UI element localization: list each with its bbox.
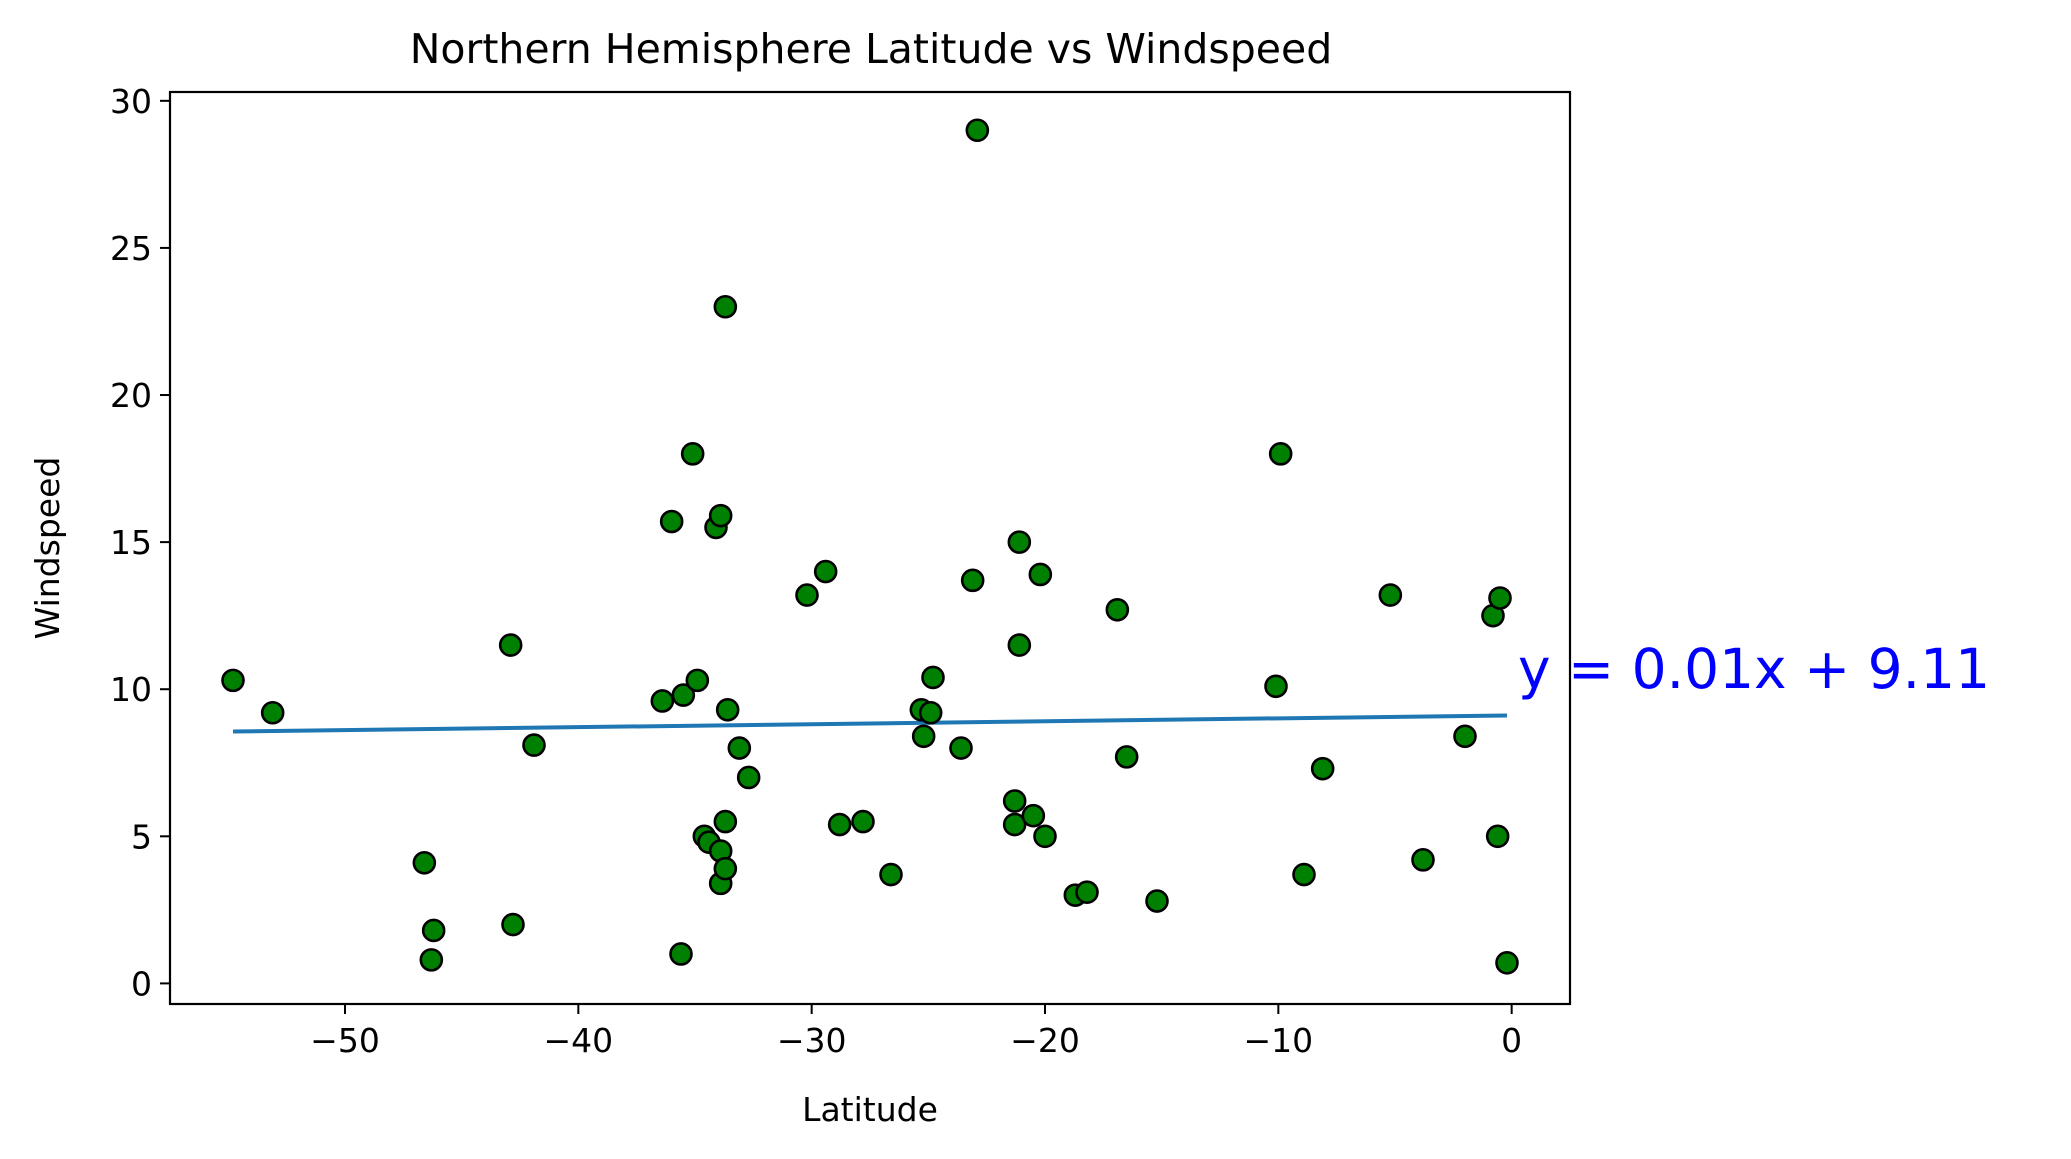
data-point bbox=[1021, 803, 1046, 828]
data-point bbox=[419, 948, 444, 972]
data-point bbox=[1007, 633, 1032, 657]
data-point bbox=[1033, 824, 1057, 849]
data-point bbox=[965, 118, 990, 143]
data-point bbox=[1485, 824, 1510, 849]
data-point bbox=[1310, 756, 1335, 781]
data-point bbox=[851, 809, 875, 834]
plot-frame bbox=[168, 90, 1572, 1006]
data-point bbox=[827, 812, 852, 837]
data-point bbox=[1002, 789, 1027, 813]
data-point bbox=[960, 568, 985, 593]
data-point bbox=[921, 665, 945, 690]
data-point bbox=[736, 765, 761, 790]
data-point bbox=[1378, 583, 1403, 607]
x-tick-label: −10 bbox=[1244, 1021, 1314, 1060]
data-point bbox=[1488, 586, 1512, 610]
data-point bbox=[671, 683, 696, 707]
data-point bbox=[1145, 889, 1169, 913]
data-point bbox=[412, 850, 437, 875]
data-point bbox=[680, 442, 705, 466]
x-tick-label: −40 bbox=[544, 1021, 614, 1060]
data-point bbox=[669, 942, 693, 966]
data-point bbox=[1292, 862, 1316, 887]
data-point bbox=[1002, 812, 1027, 837]
data-point bbox=[1411, 848, 1435, 872]
data-point bbox=[949, 736, 973, 760]
data-point bbox=[522, 733, 546, 757]
x-tick-label: 0 bbox=[1501, 1021, 1522, 1060]
chart-title: Northern Hemisphere Latitude vs Windspee… bbox=[410, 25, 1333, 73]
data-point bbox=[221, 668, 245, 693]
data-point bbox=[260, 700, 285, 725]
data-point bbox=[1268, 442, 1293, 466]
data-point bbox=[498, 633, 523, 657]
x-axis-label: Latitude bbox=[802, 1090, 938, 1129]
data-point bbox=[713, 294, 738, 319]
data-point bbox=[918, 700, 943, 725]
data-point bbox=[879, 862, 903, 887]
y-tick-label: 0 bbox=[131, 964, 152, 1003]
data-point bbox=[1114, 745, 1139, 769]
data-point bbox=[713, 856, 738, 881]
data-point bbox=[713, 809, 738, 834]
x-tick-label: −30 bbox=[777, 1021, 847, 1060]
data-point bbox=[659, 509, 684, 534]
y-tick-label: 30 bbox=[110, 82, 152, 121]
data-point bbox=[727, 736, 752, 760]
data-point bbox=[1007, 530, 1032, 554]
y-tick-label: 25 bbox=[110, 229, 152, 268]
data-point bbox=[1075, 880, 1099, 905]
y-tick-label: 10 bbox=[110, 670, 152, 709]
data-point bbox=[650, 689, 675, 713]
y-tick-label: 15 bbox=[110, 523, 152, 562]
data-point bbox=[421, 918, 446, 943]
data-point bbox=[501, 912, 525, 937]
data-point bbox=[1453, 724, 1477, 749]
x-tick-label: −50 bbox=[310, 1021, 380, 1060]
data-point bbox=[715, 698, 740, 722]
y-tick-label: 5 bbox=[131, 817, 152, 856]
data-point bbox=[708, 503, 733, 528]
data-point bbox=[1105, 597, 1130, 622]
data-point bbox=[1028, 562, 1053, 587]
data-point bbox=[795, 583, 819, 607]
data-point bbox=[813, 559, 838, 584]
data-point bbox=[911, 724, 936, 749]
plot-area: −50 −40 −30 −20 −10 0 0 5 10 15 20 25 30 bbox=[110, 82, 1522, 1060]
regression-equation: y = 0.01x + 9.11 bbox=[1518, 637, 1990, 701]
data-point bbox=[1264, 674, 1288, 699]
regression-line bbox=[232, 713, 1508, 734]
y-tick-label: 20 bbox=[110, 376, 152, 415]
data-point bbox=[685, 668, 710, 693]
data-point bbox=[1495, 951, 1519, 975]
x-tick-label: −20 bbox=[1010, 1021, 1080, 1060]
y-axis-label: Windspeed bbox=[28, 457, 67, 640]
